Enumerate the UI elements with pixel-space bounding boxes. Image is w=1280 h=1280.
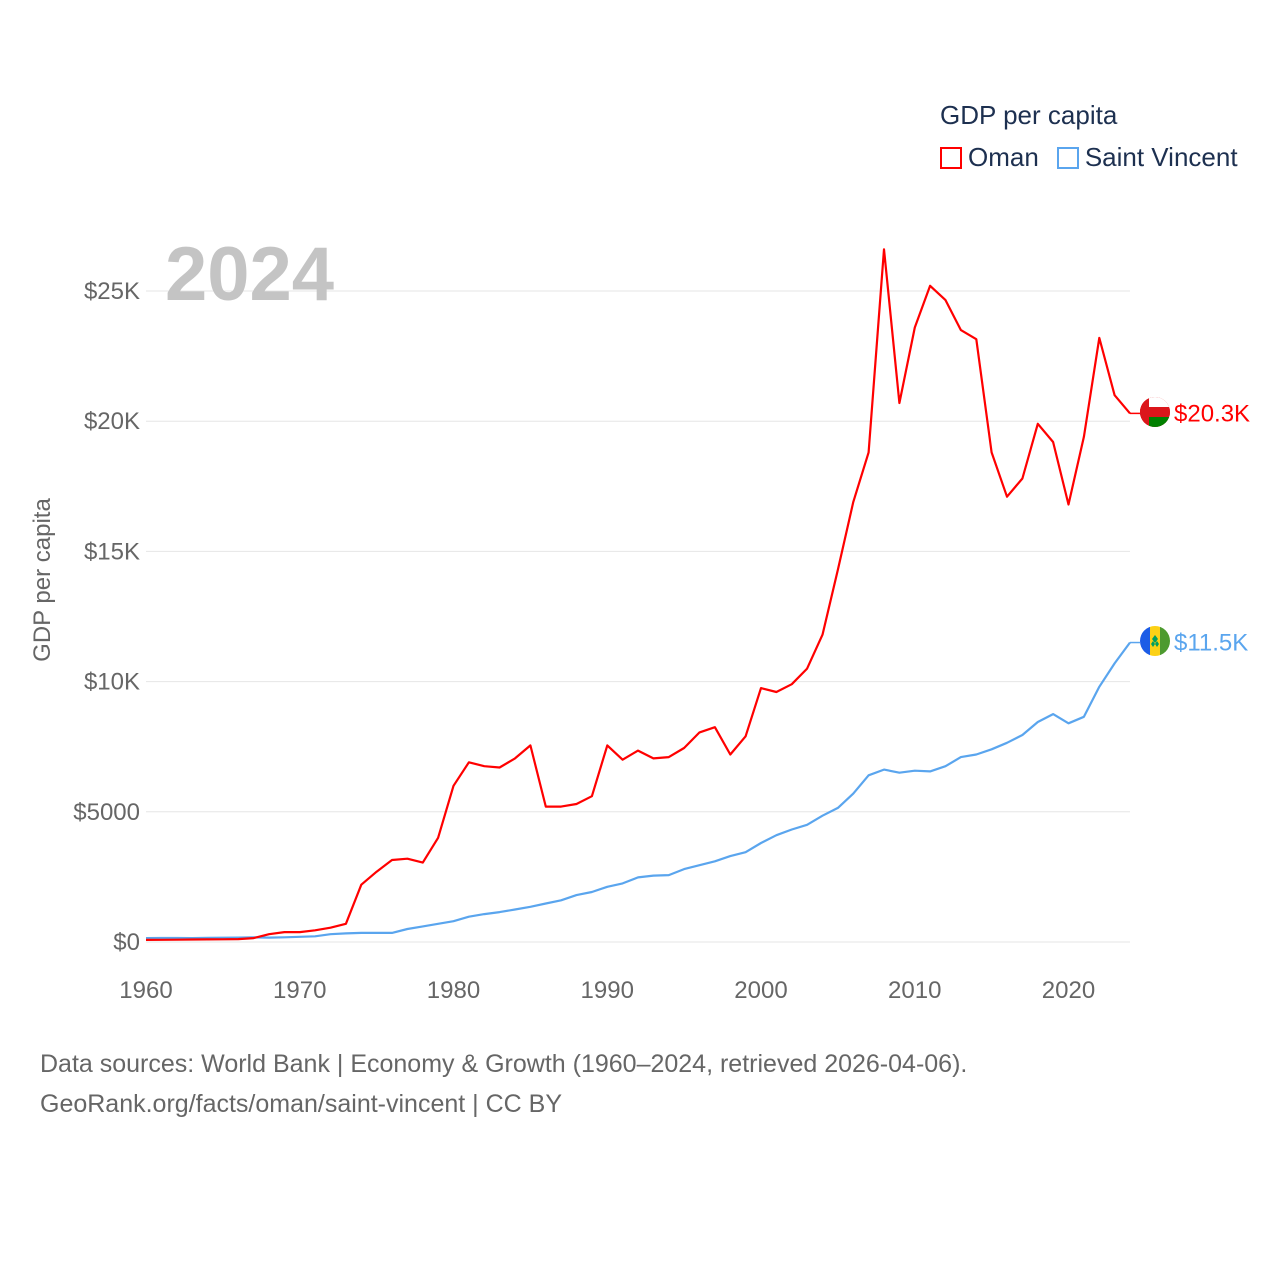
series-line-oman bbox=[145, 248, 1131, 942]
y-tick-label: $5000 bbox=[73, 799, 140, 826]
y-tick-label: $25K bbox=[84, 278, 140, 305]
x-tick-label: 2010 bbox=[888, 977, 941, 1004]
y-axis-label: GDP per capita bbox=[29, 498, 56, 662]
x-tick-label: 1980 bbox=[427, 977, 480, 1004]
y-tick-label: $10K bbox=[84, 669, 140, 696]
legend-item-saint-vincent[interactable]: Saint Vincent bbox=[1056, 142, 1238, 173]
legend-label-saint-vincent: Saint Vincent bbox=[1084, 142, 1238, 172]
source-link[interactable]: GeoRank.org/facts/oman/saint-vincent | C… bbox=[40, 1090, 562, 1118]
data-sources: Data sources: World Bank | Economy & Gro… bbox=[40, 1050, 968, 1078]
x-tick-label: 1960 bbox=[119, 977, 172, 1004]
legend-item-oman[interactable]: Oman bbox=[940, 142, 1039, 173]
end-value-label: $20.3K bbox=[1174, 400, 1250, 427]
saint-vincent-flag-icon bbox=[1140, 626, 1170, 656]
x-tick-label: 1990 bbox=[581, 977, 634, 1004]
legend-label-oman: Oman bbox=[968, 142, 1039, 172]
legend-swatch-saint-vincent bbox=[1056, 146, 1079, 169]
y-tick-label: $20K bbox=[84, 408, 140, 435]
series-lines bbox=[145, 248, 1131, 942]
year-overlay: 2024 bbox=[165, 232, 334, 317]
x-axis-ticks: 1960 1970 1980 1990 2000 2010 2020 bbox=[119, 977, 1095, 1004]
end-value-label: $11.5K bbox=[1174, 630, 1248, 657]
x-tick-label: 2020 bbox=[1042, 977, 1095, 1004]
series-line-saint-vincent bbox=[145, 641, 1131, 940]
end-value-labels: $11.5K $20.3K bbox=[1130, 400, 1250, 657]
y-axis-ticks: $0 $5000 $10K $15K $20K $25K bbox=[73, 278, 140, 956]
legend-title: GDP per capita bbox=[940, 100, 1118, 130]
footer: Data sources: World Bank | Economy & Gro… bbox=[40, 1044, 967, 1124]
x-tick-label: 1970 bbox=[273, 977, 326, 1004]
y-tick-label: $15K bbox=[84, 538, 140, 565]
oman-flag-icon bbox=[1140, 397, 1170, 427]
grid-lines bbox=[146, 290, 1130, 943]
legend-swatch-oman bbox=[940, 146, 962, 169]
x-tick-label: 2000 bbox=[734, 977, 787, 1004]
legend: Oman Saint Vincent bbox=[940, 142, 1238, 173]
y-tick-label: $0 bbox=[113, 929, 140, 956]
